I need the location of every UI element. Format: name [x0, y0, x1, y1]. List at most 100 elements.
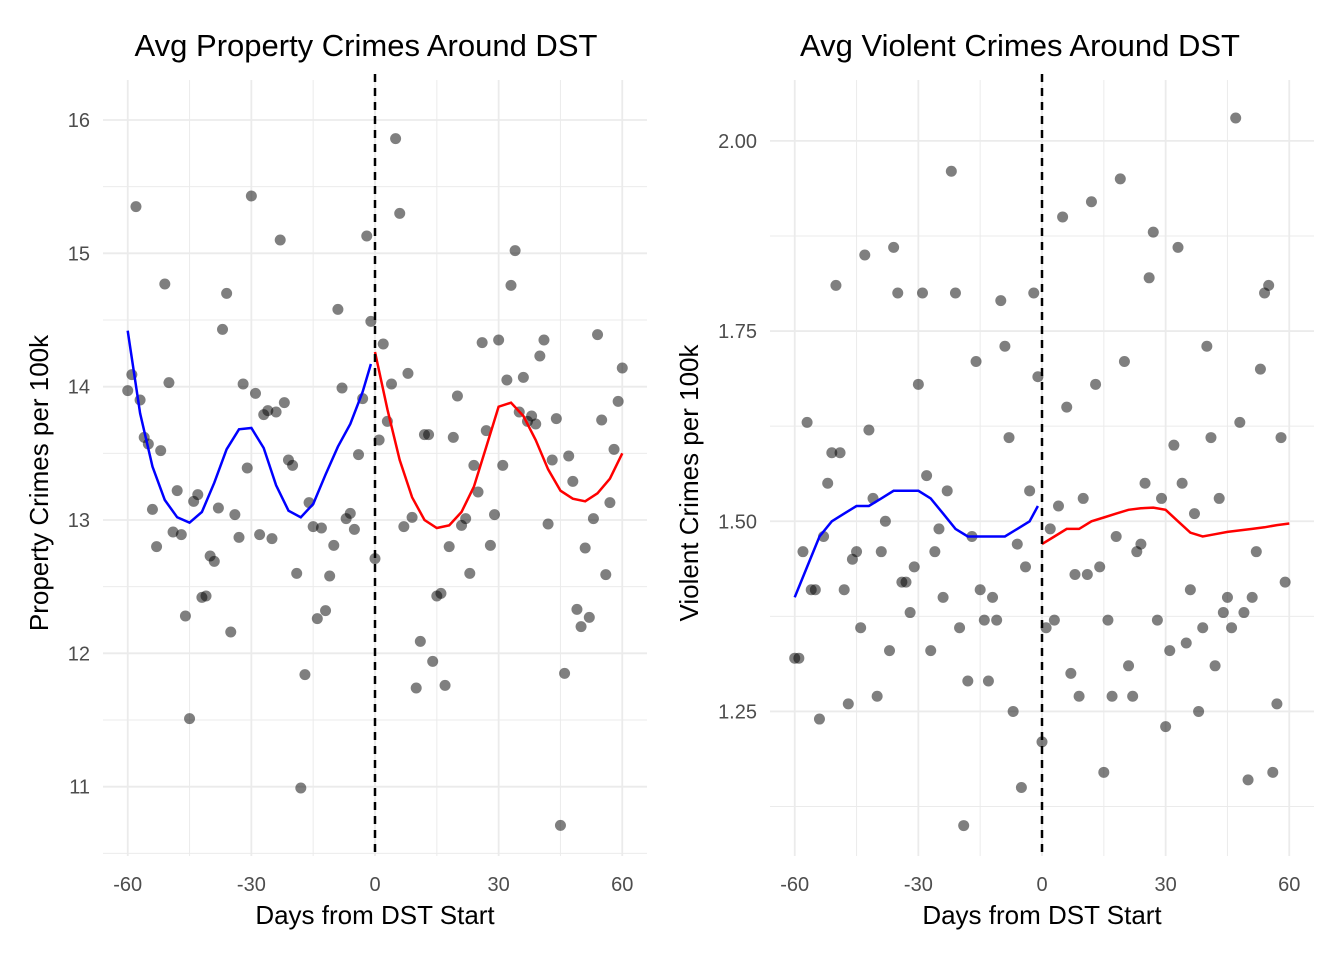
- fit-line-before: [793, 489, 1039, 598]
- data-point: [542, 518, 554, 530]
- data-point: [575, 621, 587, 633]
- data-point: [320, 605, 332, 617]
- data-point: [361, 230, 373, 242]
- data-point: [991, 614, 1003, 626]
- x-tick-label: 60: [611, 874, 633, 896]
- data-point: [1098, 766, 1110, 778]
- data-point: [332, 303, 344, 315]
- data-point: [904, 607, 916, 619]
- data-point: [1052, 500, 1064, 512]
- data-point: [596, 414, 608, 426]
- data-point: [608, 443, 620, 455]
- data-point: [192, 489, 204, 501]
- data-point: [365, 315, 377, 327]
- data-point: [208, 555, 220, 567]
- data-point: [1085, 196, 1097, 208]
- data-point: [233, 531, 245, 543]
- data-point: [1180, 637, 1192, 649]
- data-point: [1217, 607, 1229, 619]
- data-point: [921, 470, 933, 482]
- x-tick-label: -30: [904, 874, 933, 896]
- data-point: [336, 382, 348, 394]
- data-point: [838, 584, 850, 596]
- data-point: [344, 507, 356, 519]
- y-tick-label: 12: [68, 643, 90, 665]
- data-point: [1250, 546, 1262, 558]
- data-point: [155, 445, 167, 457]
- data-point: [237, 378, 249, 390]
- data-point: [1094, 561, 1106, 573]
- x-tick-label: 60: [1278, 874, 1300, 896]
- fit-line-after: [1041, 506, 1290, 546]
- data-point: [834, 447, 846, 459]
- data-point: [311, 613, 323, 625]
- data-point: [999, 340, 1011, 352]
- data-point: [962, 675, 974, 687]
- x-tick-label: 0: [1036, 874, 1047, 896]
- data-point: [822, 477, 834, 489]
- data-point: [1069, 569, 1081, 581]
- data-point: [427, 655, 439, 667]
- y-tick-label: 15: [68, 243, 90, 265]
- x-tick-label: 30: [488, 874, 510, 896]
- data-point: [987, 591, 999, 603]
- data-point: [501, 374, 513, 386]
- data-point: [212, 502, 224, 514]
- data-point: [394, 207, 406, 219]
- data-point: [1040, 622, 1052, 634]
- data-point: [1028, 287, 1040, 299]
- data-point: [489, 509, 501, 521]
- data-point: [1205, 432, 1217, 444]
- data-point: [855, 622, 867, 634]
- data-point: [229, 509, 241, 521]
- chart-title: Avg Violent Crimes Around DST: [800, 28, 1240, 63]
- data-point: [179, 610, 191, 622]
- data-point: [254, 529, 266, 541]
- data-point: [315, 522, 327, 534]
- data-point: [534, 350, 546, 362]
- data-point: [579, 542, 591, 554]
- data-point: [1127, 690, 1139, 702]
- data-point: [937, 591, 949, 603]
- data-point: [468, 459, 480, 471]
- data-point: [484, 539, 496, 551]
- data-point: [863, 424, 875, 436]
- data-point: [859, 249, 871, 261]
- y-tick-label: 13: [68, 510, 90, 532]
- data-point: [587, 513, 599, 525]
- data-point: [1020, 561, 1032, 573]
- data-point: [369, 553, 381, 565]
- data-point: [130, 201, 142, 213]
- data-point: [1197, 622, 1209, 634]
- data-point: [879, 515, 891, 527]
- x-tick-label: -60: [780, 874, 809, 896]
- data-point: [538, 334, 550, 346]
- data-point: [451, 390, 463, 402]
- data-point: [892, 287, 904, 299]
- data-point: [324, 570, 336, 582]
- data-point: [912, 378, 924, 390]
- data-point: [435, 587, 447, 599]
- data-point: [262, 405, 274, 417]
- data-point: [390, 133, 402, 145]
- data-point: [797, 546, 809, 558]
- data-point: [1102, 614, 1114, 626]
- fit-line-before: [126, 330, 373, 525]
- data-point: [480, 425, 492, 437]
- data-point: [410, 682, 422, 694]
- data-point: [1226, 622, 1238, 634]
- data-point: [842, 698, 854, 710]
- data-point: [1090, 378, 1102, 390]
- data-point: [559, 667, 571, 679]
- data-point: [1032, 371, 1044, 383]
- data-point: [1139, 477, 1151, 489]
- data-point: [134, 394, 146, 406]
- data-point: [249, 387, 261, 399]
- data-point: [1118, 355, 1130, 367]
- data-point: [1065, 667, 1077, 679]
- data-point: [1151, 614, 1163, 626]
- data-point: [241, 462, 253, 474]
- data-point: [1135, 538, 1147, 550]
- data-point: [1238, 607, 1250, 619]
- data-point: [604, 497, 616, 509]
